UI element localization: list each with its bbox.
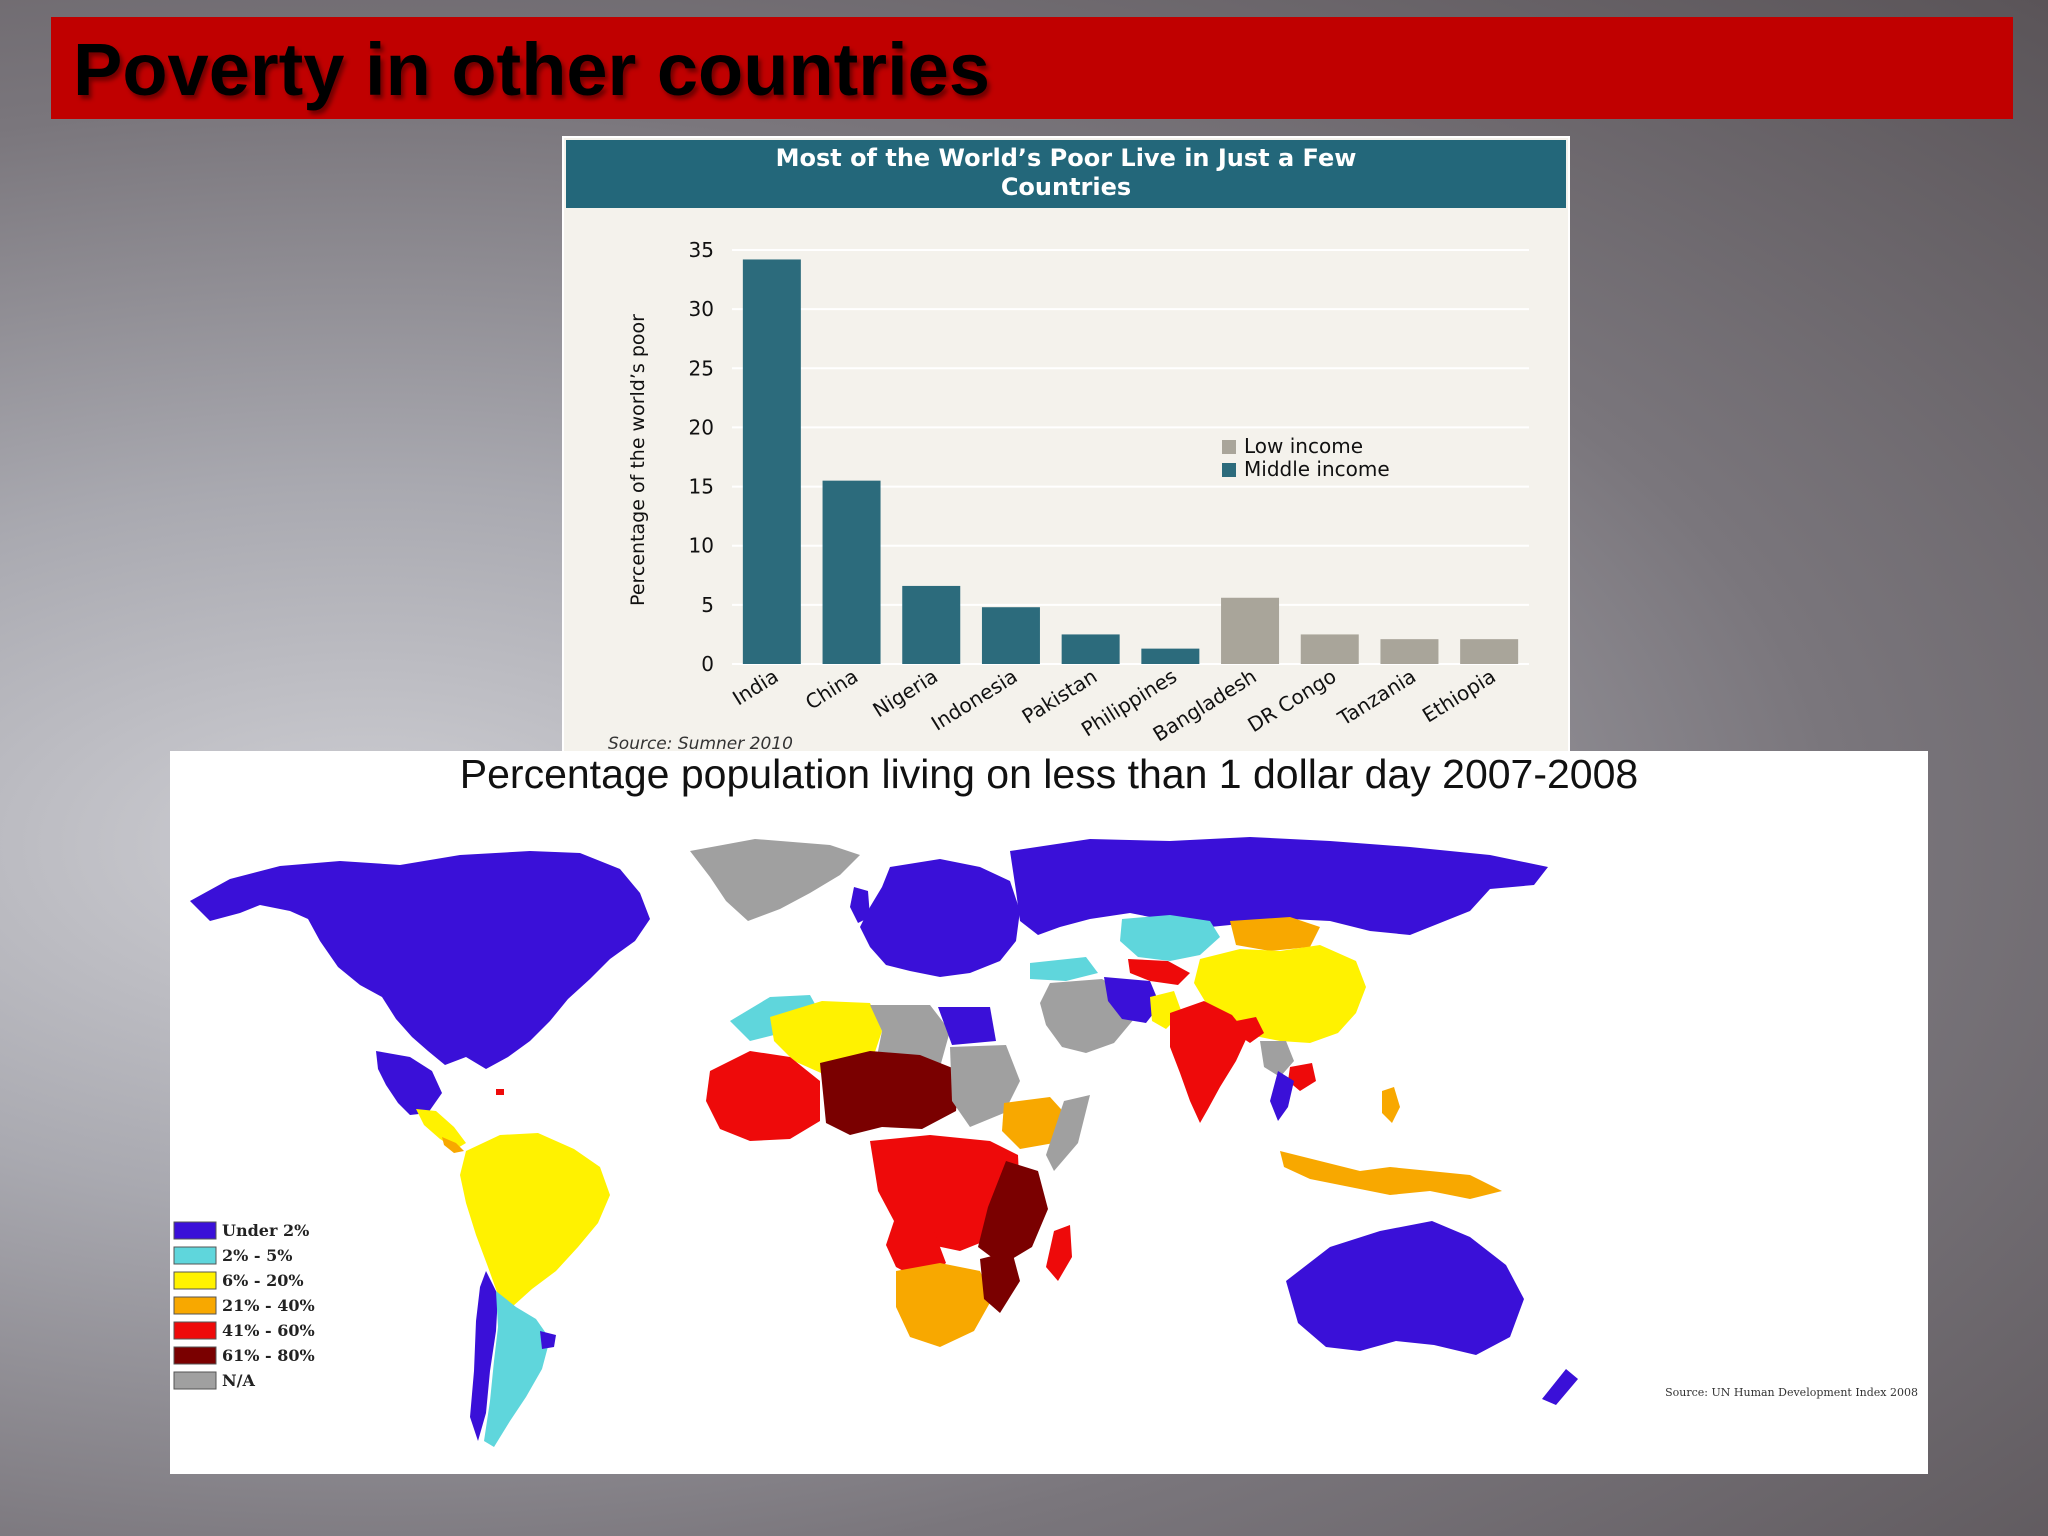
region-madagascar <box>1046 1225 1072 1281</box>
map-title: Percentage population living on less tha… <box>460 751 1638 797</box>
map-legend-label: 6% - 20% <box>222 1271 304 1290</box>
region-north-america <box>190 851 650 1069</box>
chart-title-line-1: Most of the World’s Poor Live in Just a … <box>776 144 1357 172</box>
bar-ethiopia <box>1460 639 1519 664</box>
y-tick-label: 5 <box>701 593 714 617</box>
chart-title-line-2: Countries <box>1001 173 1131 201</box>
x-tick-label: Ethiopia <box>1418 664 1500 728</box>
map-legend-swatch <box>173 1296 217 1315</box>
map-legend-label: 2% - 5% <box>222 1246 292 1265</box>
region-chile <box>470 1271 498 1441</box>
bar-tanzania <box>1380 639 1439 664</box>
region-south-america <box>460 1133 610 1307</box>
bar-chart-source: Source: Sumner 2010 <box>608 734 793 754</box>
region-greenland <box>690 839 860 921</box>
bar-dr-congo <box>1300 634 1359 664</box>
x-tick-label: Tanzania <box>1333 664 1420 731</box>
region-haiti <box>496 1089 504 1095</box>
map-legend-label: 21% - 40% <box>222 1296 315 1315</box>
region-somalia <box>1046 1095 1090 1171</box>
map-legend-label: 61% - 80% <box>222 1346 315 1365</box>
region-russia <box>1010 837 1548 935</box>
map-source: Source: UN Human Development Index 2008 <box>1665 1386 1918 1399</box>
y-tick-label: 0 <box>701 652 714 676</box>
map-legend-swatch <box>173 1221 217 1240</box>
bar-indonesia <box>981 607 1040 664</box>
map-legend: Under 2% 2% - 5% 6% - 20% 21% - 40% 41% - 60… <box>173 1221 315 1390</box>
bar-chart-panel: Most of the World’s Poor Live in Just a … <box>562 136 1570 756</box>
x-tick-label: DR Congo <box>1243 664 1340 737</box>
map-legend-swatch <box>173 1371 217 1390</box>
map-legend-swatch <box>173 1246 217 1265</box>
region-central-america <box>416 1109 466 1149</box>
bar-nigeria <box>902 585 961 664</box>
region-kazakhstan <box>1120 915 1220 961</box>
y-tick-label: 30 <box>689 297 714 321</box>
region-china <box>1194 945 1366 1043</box>
bar-philippines <box>1141 648 1200 664</box>
region-mexico <box>376 1051 442 1115</box>
map-legend-swatch <box>173 1271 217 1290</box>
region-cambodia <box>1288 1063 1316 1091</box>
bar-india <box>742 259 801 664</box>
y-tick-label: 20 <box>689 415 714 439</box>
region-southern-africa <box>896 1263 992 1347</box>
region-central-america-south <box>442 1137 464 1153</box>
region-mongolia <box>1230 917 1320 951</box>
y-tick-label: 25 <box>689 356 714 380</box>
world-poverty-map: Percentage population living on less tha… <box>173 751 1918 1447</box>
x-tick-label: India <box>728 664 782 710</box>
region-new-zealand <box>1542 1369 1578 1405</box>
map-legend-swatch <box>173 1321 217 1340</box>
legend-label-middle-income: Middle income <box>1244 457 1390 481</box>
map-legend-swatch <box>173 1346 217 1365</box>
bar-china <box>822 480 881 664</box>
region-indonesia <box>1280 1151 1502 1199</box>
map-panel: Percentage population living on less tha… <box>170 751 1928 1474</box>
y-tick-label: 15 <box>689 475 714 499</box>
title-bar: Poverty in other countries <box>51 17 2013 119</box>
region-bangladesh <box>1236 1017 1264 1043</box>
y-tick-label: 10 <box>689 534 714 558</box>
region-turkey <box>1030 957 1098 981</box>
bar-chart: Most of the World’s Poor Live in Just a … <box>566 140 1566 754</box>
region-central-africa <box>870 1135 1020 1251</box>
region-central-asia <box>1128 959 1190 985</box>
map-legend-label: N/A <box>222 1371 255 1390</box>
region-mozambique <box>980 1251 1020 1313</box>
region-australia <box>1286 1221 1524 1355</box>
slide-title: Poverty in other countries <box>73 28 990 111</box>
region-argentina <box>484 1291 550 1447</box>
map-legend-label: Under 2% <box>222 1221 309 1240</box>
region-sahel <box>820 1051 960 1135</box>
region-india <box>1170 1001 1248 1123</box>
region-west-africa <box>706 1051 820 1141</box>
map-legend-label: 41% - 60% <box>222 1321 315 1340</box>
bar-bangladesh <box>1221 597 1280 664</box>
legend-label-low-income: Low income <box>1244 434 1363 458</box>
y-axis-label: Percentage of the world’s poor <box>627 314 649 606</box>
region-thailand <box>1270 1071 1294 1121</box>
region-uk <box>850 887 870 923</box>
y-tick-label: 35 <box>689 238 714 262</box>
region-iran <box>1104 977 1160 1023</box>
region-sudan <box>950 1045 1020 1127</box>
region-egypt <box>938 1007 996 1045</box>
x-tick-label: Indonesia <box>927 664 1022 736</box>
region-europe <box>860 859 1020 977</box>
x-tick-label: China <box>801 664 862 715</box>
region-uruguay <box>540 1331 556 1349</box>
chart-title-band <box>566 140 1566 208</box>
region-philippines <box>1382 1087 1400 1123</box>
chart-legend: Low income Middle income <box>1222 434 1390 481</box>
region-southeast-asia <box>1260 1041 1294 1077</box>
legend-swatch-low-income <box>1222 440 1236 454</box>
legend-swatch-middle-income <box>1222 463 1236 477</box>
bar-pakistan <box>1061 634 1120 664</box>
region-east-africa <box>978 1161 1048 1265</box>
